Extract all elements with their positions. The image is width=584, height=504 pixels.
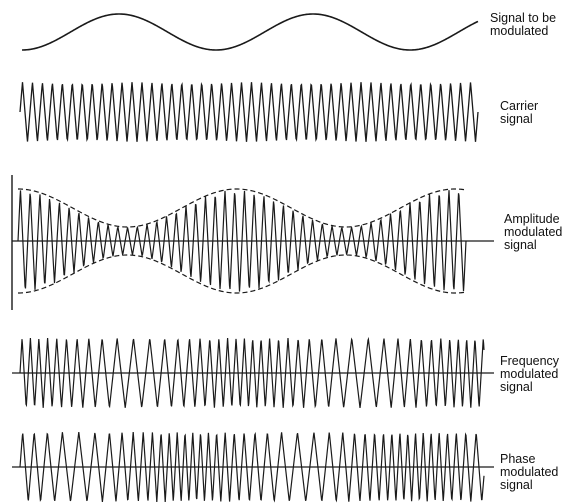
am-envelope-lower [17,254,467,294]
label-fm-line-1: Frequency [500,354,560,368]
label-fm-line-2: modulated [500,367,559,381]
label-message-line-1: Signal to be [490,11,557,25]
label-am: Amplitude modulated signal [504,213,584,252]
pm-wave [19,431,485,503]
label-carrier: Carrier signal [500,100,584,126]
label-am-line-2: modulated [504,225,563,239]
label-fm-line-3: signal [500,380,533,394]
waveforms-group [11,13,494,503]
fm-wave [19,336,485,409]
label-pm-line-3: signal [500,478,533,492]
label-carrier-line-2: signal [500,112,533,126]
label-pm-line-2: modulated [500,465,559,479]
am-envelope-upper [17,188,467,228]
label-pm-line-1: Phase [500,452,536,466]
am-wave [17,190,467,292]
label-pm: Phase modulated signal [500,453,584,492]
message-wave [21,13,479,51]
label-carrier-line-1: Carrier [500,99,539,113]
label-message-line-2: modulated [490,24,549,38]
label-message: Signal to be modulated [490,12,584,38]
carrier-wave [19,82,479,142]
label-fm: Frequency modulated signal [500,355,584,394]
label-am-line-1: Amplitude [504,212,560,226]
label-am-line-3: signal [504,238,537,252]
